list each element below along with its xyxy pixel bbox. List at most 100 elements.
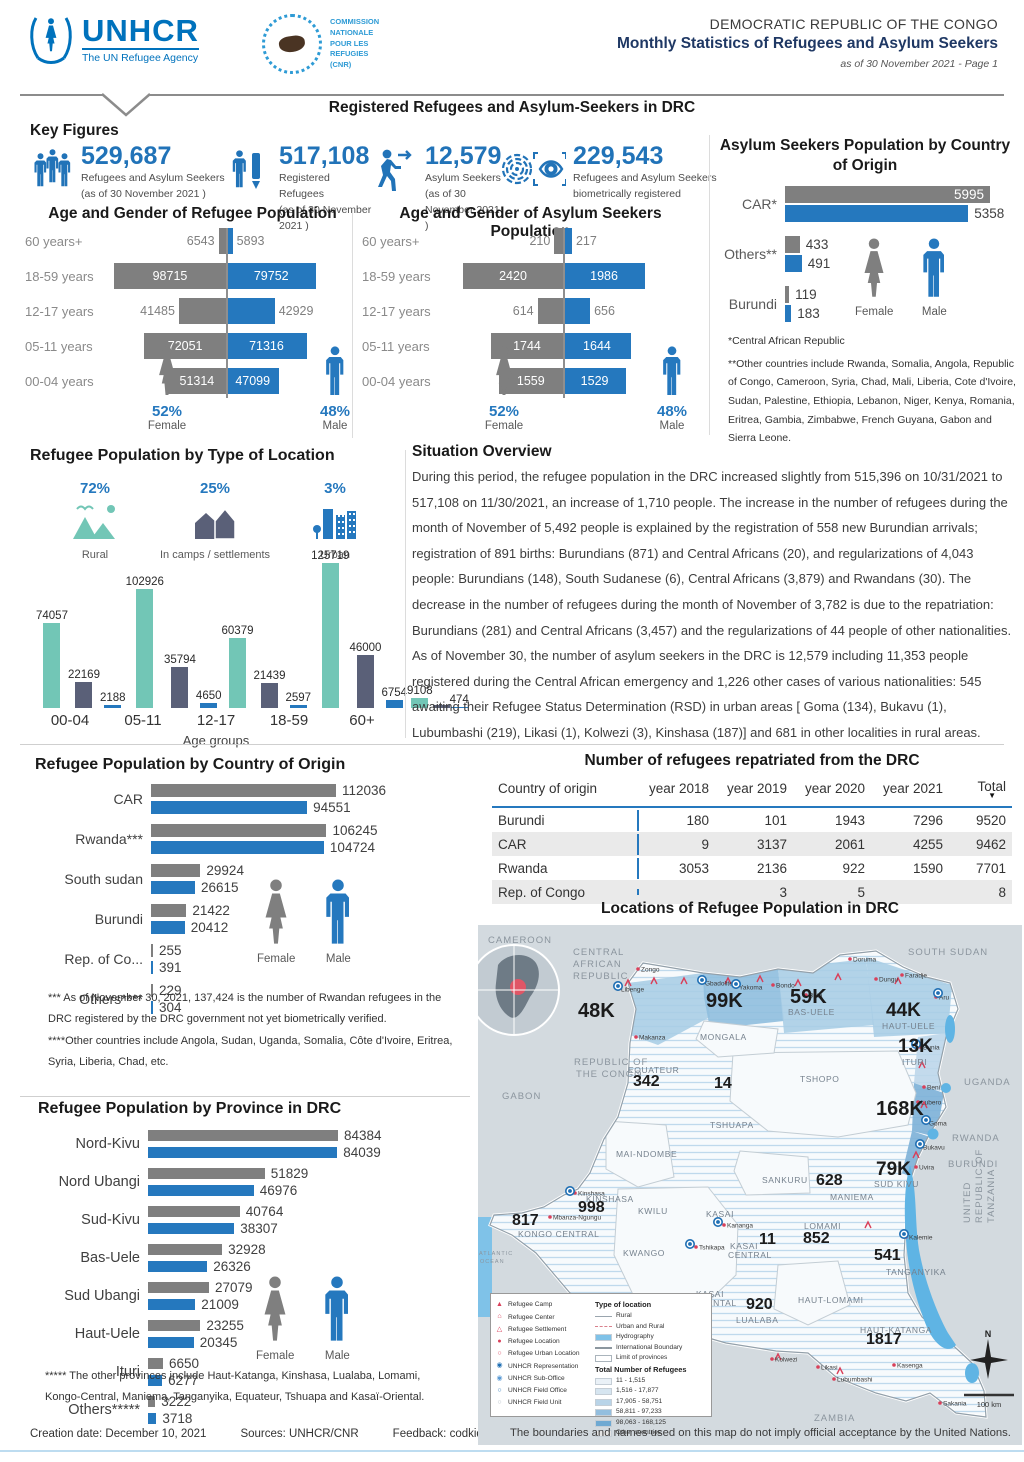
legend-item: ⌂ Refugee Center (495, 1311, 591, 1323)
pyramid-axis (226, 228, 228, 398)
male-icon (321, 879, 355, 945)
female-bar (148, 1282, 209, 1293)
compass-icon: N (970, 1329, 1008, 1379)
in-camps-settlements-bar (75, 682, 93, 708)
legend-item-label: Refugee Location (508, 1338, 560, 1346)
table-cell: 4255 (912, 836, 943, 852)
city-label: Faradje (905, 973, 927, 980)
location-chart: 74057 22169 2188 102926 35794 4650 60379 21439 2… (36, 550, 469, 708)
male-legend: Male (919, 238, 949, 318)
map-country-label: CAMEROON (488, 935, 552, 946)
column-header: Country of origin (498, 780, 598, 796)
legend-type: Limit of provinces (595, 1353, 707, 1364)
map-country-label: OCEAN (480, 1259, 505, 1265)
unhcr-representation-icon: ◉ (496, 1362, 503, 1370)
city-marker (832, 1377, 836, 1381)
unhcr-field-unit-icon: ○ (497, 1399, 502, 1406)
rural-icon (73, 505, 115, 539)
bar-row-label: South sudan (64, 871, 143, 887)
male-value: 94551 (313, 800, 351, 815)
key-figure-sublabel: biometrically registered (573, 188, 681, 200)
male-bar (148, 1223, 235, 1234)
unhcr-office-icon (914, 1042, 918, 1046)
female-bar: 1559 (498, 368, 563, 394)
in-camps-settlements-bar (356, 654, 374, 708)
female-legend: Female (257, 879, 295, 965)
bar-row-label: CAR* (741, 196, 777, 212)
urban-bar (200, 702, 218, 708)
bar-row: Nord Ubangi 51829 46976 (38, 1166, 382, 1198)
male-value: 26615 (200, 880, 239, 895)
bar-row: CAR 112036 94551 (35, 783, 386, 815)
city-label: Dungu (879, 977, 899, 984)
legend-swatch (595, 1333, 612, 1341)
page-title: Registered Refugees and Asylum-Seekers i… (328, 99, 696, 116)
rural-icon (40, 501, 150, 546)
male-label: Male (921, 306, 947, 318)
refugee-camp-marker (836, 1366, 844, 1375)
key-figure: 517,108 Registered Refugees (as of 30 Nove… (228, 143, 374, 234)
table-cell: 3137 (756, 836, 787, 852)
legend-item: ◉ UNHCR Sub-Office (495, 1373, 591, 1385)
male-bar (148, 1147, 338, 1158)
age-label: 60 years+ (25, 233, 83, 249)
female-bar (151, 824, 327, 837)
bar-column: 22169 (68, 669, 100, 708)
refugee-urban-location-icon: ○ (497, 1350, 502, 1357)
male-value: 1644 (583, 339, 611, 353)
female-label: Female (256, 1350, 295, 1362)
svg-text:100 km: 100 km (977, 1400, 1002, 1409)
male-bar (148, 1299, 196, 1310)
legend-swatch (595, 1354, 612, 1362)
unhcr-logo: UNHCR The UN Refugee Agency (28, 12, 199, 66)
bar-row-label: Haut-Uele (74, 1326, 140, 1342)
key-figure-label: Registered Refugees (279, 172, 330, 200)
bar-row-label: Rep. of Co... (64, 951, 143, 967)
city-label: Buta (809, 993, 823, 1000)
key-figure: 529,687 Refugees and Asylum Seekers (as of… (30, 143, 228, 203)
refugee-center-icon: ⌂ (497, 1313, 502, 1321)
age-group-label: 18-59 (269, 712, 309, 729)
bar-group: 9108 474 (407, 684, 469, 708)
creation-date: Creation date: December 10, 2021 (30, 1428, 207, 1440)
male-bar (148, 1261, 208, 1272)
bar-row-label: Sud-Kivu (81, 1212, 140, 1228)
female-bar (218, 228, 226, 254)
bar-row: Others***** 3222 3718 (38, 1394, 382, 1426)
bar-column: 60379 (222, 625, 254, 708)
refugee-camp-marker (864, 1220, 872, 1229)
male-bar (785, 305, 792, 322)
bar-column: 21439 (254, 670, 285, 708)
column-header: year 2019 (726, 780, 787, 796)
bar-value: 46000 (349, 641, 382, 654)
male-bar: 1986 (563, 263, 646, 289)
female-label: Female (855, 306, 894, 318)
scale-bar: 100 km (964, 1393, 1014, 1409)
female-bar (151, 984, 153, 997)
origin-chart: CAR 112036 94551 Rwanda*** 106245 104724 South… (35, 783, 386, 1023)
refugee-camp-icon: ▲ (496, 1301, 503, 1308)
cnr-logo: COMMISSION NATIONALE POUR LES REFUGIES (… (262, 14, 379, 74)
atlantic-ocean (478, 1217, 492, 1317)
legend-type: Hydrography (595, 1332, 707, 1343)
asylum-pyramid-title: Age and Gender of Asylum Seekers Populat… (399, 205, 662, 240)
pyramid-axis (563, 228, 565, 398)
male-bar (148, 1413, 157, 1424)
map-province-label: HAUT-KATANGA (860, 1325, 932, 1335)
female-icon (258, 1276, 292, 1342)
urban-icon (280, 501, 390, 546)
female-value: 2420 (499, 269, 527, 283)
key-figure-text: 517,108 Registered Refugees (as of 30 Nove… (279, 143, 374, 234)
bar-value: 2597 (285, 692, 312, 705)
bar-value: 9108 (407, 684, 433, 697)
legend-range: Other countries (595, 1428, 707, 1439)
map-country-label: REPUBLIC OF (574, 1057, 648, 1068)
male-bar: 71316 (226, 333, 307, 359)
map-province-label: LUALABA (736, 1315, 778, 1325)
map-country-label: REPUBLIC OF (974, 1149, 985, 1223)
legend-range-swatch (595, 1377, 612, 1385)
male-value: 46976 (259, 1183, 298, 1198)
male-bar (785, 255, 802, 272)
bar-row-label: Burundi (94, 911, 143, 927)
city-label: Sakania (943, 1401, 967, 1408)
